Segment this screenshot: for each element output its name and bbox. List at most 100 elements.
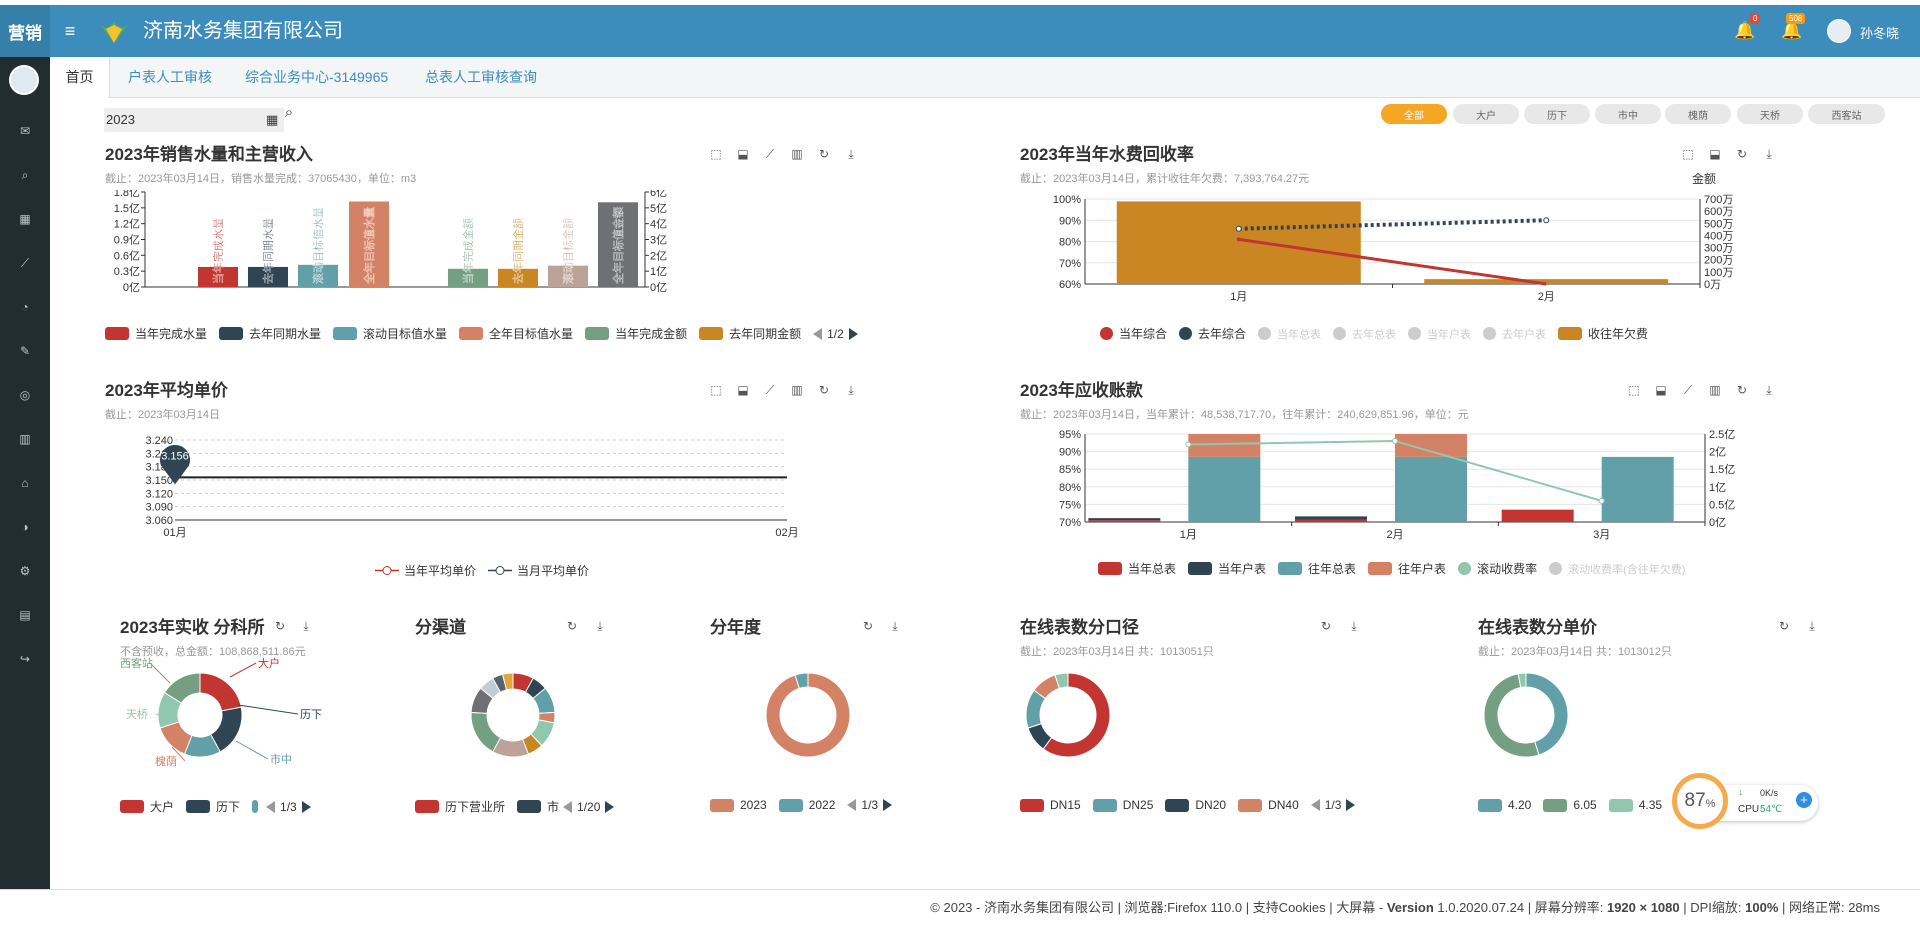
user-avatar[interactable]	[1827, 19, 1851, 43]
legend-item[interactable]: 历下	[216, 800, 241, 814]
legend-item[interactable]: 往年户表	[1398, 562, 1447, 576]
legend-item[interactable]: 去年户表	[1502, 328, 1547, 341]
zoom-icon[interactable]: ⬚	[710, 383, 722, 397]
zoom-reset-icon[interactable]: ⬓	[1709, 147, 1721, 161]
edit-icon[interactable]: ✎	[19, 344, 31, 358]
mail-icon[interactable]: ✉	[19, 124, 31, 138]
line-switch-icon[interactable]: ⟋	[1683, 382, 1693, 397]
legend-item[interactable]: 市	[547, 800, 560, 814]
pie-chart-icon[interactable]: ◔	[21, 300, 29, 314]
download-icon[interactable]: ⤓	[597, 618, 603, 633]
donut3-pager[interactable]: 1/3	[847, 798, 893, 812]
legend-item[interactable]: 收往年欠费	[1588, 327, 1649, 341]
zoom-reset-icon[interactable]: ⬓	[737, 147, 749, 161]
download-icon[interactable]: ⤓	[1809, 618, 1815, 633]
legend-item[interactable]: 4.35	[1638, 798, 1663, 812]
refresh-icon[interactable]: ↻	[274, 619, 286, 633]
system-monitor-widget[interactable]: 87% ↓ 0K/s CPU 54℃ +	[1672, 773, 1820, 829]
search-icon[interactable]: ⌕	[284, 103, 294, 121]
legend-item[interactable]: 历下营业所	[445, 800, 506, 814]
legend-item[interactable]: 往年总表	[1308, 562, 1357, 576]
legend-item[interactable]: 滚动目标值水量	[363, 327, 448, 341]
legend-item[interactable]: DN40	[1268, 798, 1299, 812]
legend-item[interactable]: 去年同期金额	[729, 327, 802, 341]
refresh-icon[interactable]: ↻	[1736, 147, 1748, 161]
notification-bell-icon[interactable]: 🔔	[1734, 21, 1756, 40]
refresh-icon[interactable]: ↻	[818, 383, 830, 397]
alert-bell-icon[interactable]: 🔔	[1781, 21, 1803, 40]
refresh-icon[interactable]: ↻	[566, 619, 578, 633]
legend-item[interactable]: 当月平均单价	[517, 564, 590, 578]
zoom-reset-icon[interactable]: ⬓	[1655, 383, 1667, 397]
bar-switch-icon[interactable]: ▥	[1709, 383, 1721, 397]
dashboard-icon[interactable]: ◑	[21, 520, 29, 534]
legend-item[interactable]: 当年户表	[1427, 328, 1472, 341]
brand-box[interactable]: 营销	[0, 5, 50, 57]
legend-item[interactable]: 大户	[150, 800, 175, 814]
tab-home[interactable]: 首页	[50, 57, 110, 98]
download-icon[interactable]: ⤓	[1351, 618, 1357, 633]
chart1-pager[interactable]: 1/2	[813, 327, 858, 341]
download-icon[interactable]: ⤓	[892, 618, 898, 633]
download-icon[interactable]: ⤓	[1766, 382, 1772, 397]
username[interactable]: 孙冬晓	[1860, 26, 1900, 41]
download-icon[interactable]: ⤓	[1766, 146, 1772, 161]
filter-dahu[interactable]: 大户	[1453, 104, 1519, 124]
line-switch-icon[interactable]: ⟋	[765, 146, 775, 161]
year-input[interactable]: 2023 ▦	[104, 108, 284, 132]
hamburger-menu-icon[interactable]: ≡	[64, 20, 76, 41]
legend-item[interactable]: 当年综合	[1119, 327, 1168, 341]
legend-item[interactable]: 当年户表	[1218, 562, 1267, 576]
legend-item[interactable]: 当年总表	[1128, 562, 1177, 576]
id-card-icon[interactable]: ▤	[19, 608, 31, 622]
download-icon[interactable]: ⤓	[303, 618, 309, 633]
legend-item[interactable]: 滚动收费率(含往年欠费)	[1568, 563, 1686, 576]
legend-item[interactable]: 去年总表	[1352, 328, 1397, 341]
refresh-icon[interactable]: ↻	[1736, 383, 1748, 397]
tab-household-review[interactable]: 户表人工审核	[128, 69, 212, 85]
refresh-icon[interactable]: ↻	[1778, 619, 1790, 633]
legend-item[interactable]: 当年平均单价	[404, 564, 477, 578]
filter-tianqiao[interactable]: 天桥	[1737, 104, 1803, 124]
legend-item[interactable]: 去年同期水量	[249, 327, 322, 341]
line-chart-icon[interactable]: ⟋	[20, 255, 30, 270]
legend-item[interactable]: 4.20	[1508, 798, 1532, 812]
bar-switch-icon[interactable]: ▥	[791, 383, 803, 397]
sidebar-avatar[interactable]	[9, 65, 39, 95]
line-switch-icon[interactable]: ⟋	[765, 382, 775, 397]
zoom-icon[interactable]: ⬚	[710, 147, 722, 161]
donut2-pager[interactable]: 1/20	[563, 800, 615, 814]
legend-item[interactable]: 全年目标值水量	[489, 327, 574, 341]
bar-chart-icon[interactable]: ▥	[19, 432, 31, 446]
donut4-pager[interactable]: 1/3	[1310, 798, 1356, 812]
home-icon[interactable]: ⌂	[21, 476, 29, 490]
legend-item[interactable]: DN20	[1195, 798, 1227, 812]
bar-switch-icon[interactable]: ▥	[791, 147, 803, 161]
grid-icon[interactable]: ▦	[266, 112, 279, 127]
download-icon[interactable]: ⤓	[848, 382, 854, 397]
share-icon[interactable]: ↪	[19, 652, 31, 666]
refresh-icon[interactable]: ↻	[1320, 619, 1332, 633]
filter-shizhong[interactable]: 市中	[1595, 104, 1661, 124]
legend-item[interactable]: 当年完成金额	[615, 327, 688, 341]
calculator-icon[interactable]: ▦	[19, 212, 31, 226]
legend-item[interactable]: DN15	[1050, 798, 1081, 812]
tab-master-review-query[interactable]: 总表人工审核查询	[425, 69, 537, 85]
filter-huaiyin[interactable]: 槐荫	[1665, 104, 1731, 124]
filter-lixia[interactable]: 历下	[1524, 104, 1590, 124]
legend-item[interactable]: 当年完成水量	[135, 327, 208, 341]
legend-item[interactable]: DN25	[1122, 798, 1154, 812]
donut1-pager[interactable]: 1/3	[266, 800, 311, 814]
legend-item[interactable]: 2023	[740, 798, 767, 812]
tab-business-center[interactable]: 综合业务中心-3149965	[245, 69, 389, 85]
legend-item[interactable]: 2022	[808, 798, 836, 812]
zoom-reset-icon[interactable]: ⬓	[737, 383, 749, 397]
filter-xikezhan[interactable]: 西客站	[1808, 104, 1885, 124]
refresh-icon[interactable]: ↻	[818, 147, 830, 161]
legend-item[interactable]: 滚动收费率	[1477, 562, 1538, 576]
legend-item[interactable]: 6.05	[1573, 798, 1597, 812]
legend-item[interactable]: 当年总表	[1277, 328, 1322, 341]
download-icon[interactable]: ⤓	[848, 146, 854, 161]
target-icon[interactable]: ◎	[19, 388, 31, 402]
legend-item[interactable]: 去年综合	[1198, 327, 1247, 341]
